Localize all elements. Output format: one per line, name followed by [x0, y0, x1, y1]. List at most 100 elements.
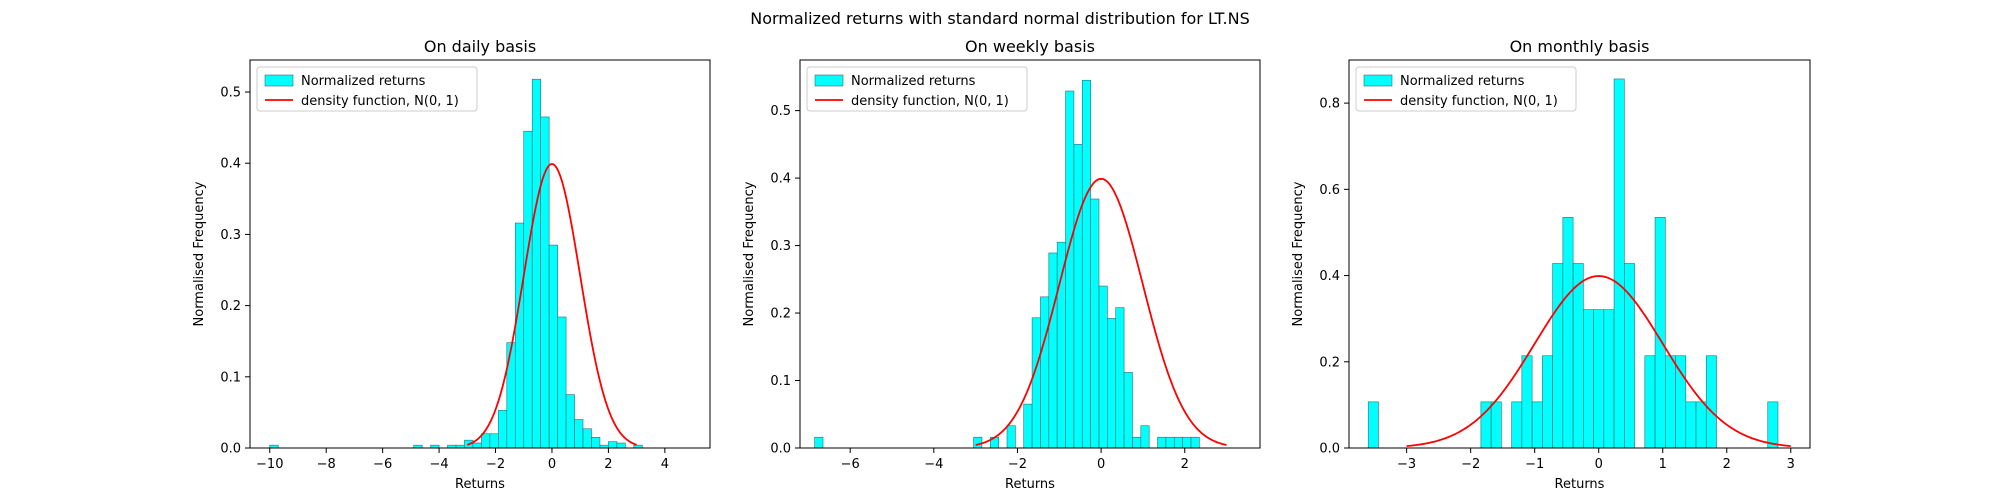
subplot-3: −3 −2 −1 0 1 2 3 0.0 0.2 0.4 0.6 0.8 On monthly basi… — [1291, 37, 1811, 492]
histogram-bar — [1613, 78, 1625, 449]
density-curve — [1406, 275, 1791, 447]
histogram-bar — [1190, 436, 1200, 449]
legend-bar-swatch — [1363, 74, 1393, 87]
density-curve — [975, 177, 1227, 446]
x-tick-label: −2 — [1008, 457, 1027, 472]
density-curve — [467, 163, 637, 446]
histogram-bar — [1367, 401, 1379, 449]
histogram-bar — [1182, 436, 1192, 449]
histogram-bar — [1521, 355, 1533, 449]
x-tick-label: −4 — [924, 457, 943, 472]
histogram-bar — [1511, 401, 1523, 449]
histogram-bar — [582, 428, 592, 449]
y-tick-label: 0.2 — [1319, 355, 1340, 370]
legend-label-density: density function, N(0, 1) — [301, 94, 459, 109]
x-axis-ticks: −10 −8 −6 −4 −2 0 2 4 — [256, 448, 669, 472]
histogram-bar — [1675, 355, 1687, 449]
legend-label-histogram: Normalized returns — [301, 74, 426, 89]
figure-title: Normalized returns with standard normal … — [750, 9, 1250, 28]
histogram-bar — [1685, 401, 1697, 449]
histogram-bar — [498, 409, 508, 449]
y-tick-label: 0.2 — [220, 299, 241, 314]
histogram-bar — [1583, 309, 1594, 449]
x-tick-label: 2 — [604, 457, 612, 472]
legend-label-histogram: Normalized returns — [851, 74, 976, 89]
histogram-bar — [514, 222, 525, 449]
subplot-title: On weekly basis — [965, 37, 1095, 56]
x-tick-label: −4 — [429, 457, 448, 472]
legend-bar-swatch — [264, 74, 294, 87]
histogram-bar — [1031, 317, 1041, 449]
y-axis-label: Normalised Frequency — [1291, 181, 1306, 326]
subplot-title: On monthly basis — [1510, 37, 1650, 56]
histogram-bar — [1531, 401, 1543, 449]
axes-frame — [1348, 59, 1811, 449]
y-axis-ticks: 0.0 0.1 0.2 0.3 0.4 0.5 — [220, 86, 250, 457]
legend-box — [1355, 66, 1577, 112]
x-tick-label: −2 — [1461, 457, 1480, 472]
y-tick-label: 0.1 — [770, 374, 791, 389]
histogram-bar — [574, 419, 584, 449]
histogram-bar — [1123, 372, 1133, 449]
x-tick-label: −6 — [373, 457, 392, 472]
histogram-bar — [1173, 436, 1183, 449]
y-tick-label: 0.0 — [770, 442, 791, 457]
histogram-bar — [565, 394, 575, 449]
histogram-bar — [1065, 90, 1075, 449]
y-axis-ticks: 0.0 0.1 0.2 0.3 0.4 0.5 — [770, 104, 800, 457]
y-axis-label: Normalised Frequency — [742, 181, 757, 326]
x-tick-label: −10 — [256, 457, 283, 472]
histogram-bar — [1006, 425, 1016, 449]
histogram-bars — [1367, 78, 1779, 449]
histogram-bar — [1695, 401, 1707, 449]
y-tick-label: 0.8 — [1319, 97, 1340, 112]
x-tick-label: −6 — [841, 457, 860, 472]
x-tick-label: 2 — [1723, 457, 1731, 472]
histogram-bar — [1132, 436, 1142, 449]
legend-label-density: density function, N(0, 1) — [851, 94, 1009, 109]
histogram-bar — [557, 316, 567, 449]
legend-box — [806, 66, 1028, 112]
y-tick-label: 0.0 — [220, 442, 241, 457]
histogram-bar — [523, 130, 533, 449]
histogram-bar — [1081, 79, 1091, 449]
x-axis-label: Returns — [1005, 477, 1055, 492]
y-tick-label: 0.5 — [770, 104, 791, 119]
histogram-bar — [1140, 425, 1150, 449]
histogram-bar — [1562, 217, 1574, 449]
y-tick-label: 0.4 — [1319, 269, 1340, 284]
x-tick-label: −2 — [486, 457, 505, 472]
y-tick-label: 0.1 — [220, 370, 241, 385]
legend-box — [256, 66, 478, 112]
y-tick-label: 0.0 — [1319, 442, 1340, 457]
histogram-bar — [1023, 403, 1033, 449]
histogram-bars — [269, 78, 643, 449]
y-tick-label: 0.5 — [220, 86, 241, 101]
histogram-bar — [1644, 355, 1656, 449]
legend: Normalized returns density function, N(0,… — [806, 66, 1028, 112]
legend-label-density: density function, N(0, 1) — [1400, 94, 1558, 109]
x-tick-label: −3 — [1397, 457, 1416, 472]
y-tick-label: 0.6 — [1319, 183, 1340, 198]
x-tick-label: 0 — [548, 457, 556, 472]
histogram-bar — [1098, 285, 1108, 449]
subplot-title: On daily basis — [424, 37, 536, 56]
histogram-bar — [489, 433, 499, 449]
histogram-bar — [531, 78, 541, 449]
x-axis-ticks: −6 −4 −2 0 2 — [841, 448, 1189, 472]
histogram-bars — [814, 79, 1200, 449]
histogram-bar — [1490, 401, 1502, 449]
x-tick-label: 0 — [1097, 457, 1105, 472]
subplot-2: −6 −4 −2 0 2 0.0 0.1 0.2 0.3 0.4 0.5 On weekly basi… — [742, 37, 1261, 492]
x-axis-label: Returns — [1555, 477, 1605, 492]
y-axis-ticks: 0.0 0.2 0.4 0.6 0.8 — [1319, 97, 1349, 457]
y-tick-label: 0.3 — [770, 239, 791, 254]
subplot-1: −10 −8 −6 −4 −2 0 2 4 0.0 0.1 0.2 0.3 0.4 0.5 On daily… — [192, 37, 711, 492]
legend-bar-swatch — [814, 74, 844, 87]
x-tick-label: 4 — [661, 457, 669, 472]
y-tick-label: 0.2 — [770, 307, 791, 322]
y-tick-label: 0.3 — [220, 228, 241, 243]
histogram-bar — [1603, 309, 1615, 449]
axes-frame — [799, 59, 1261, 449]
